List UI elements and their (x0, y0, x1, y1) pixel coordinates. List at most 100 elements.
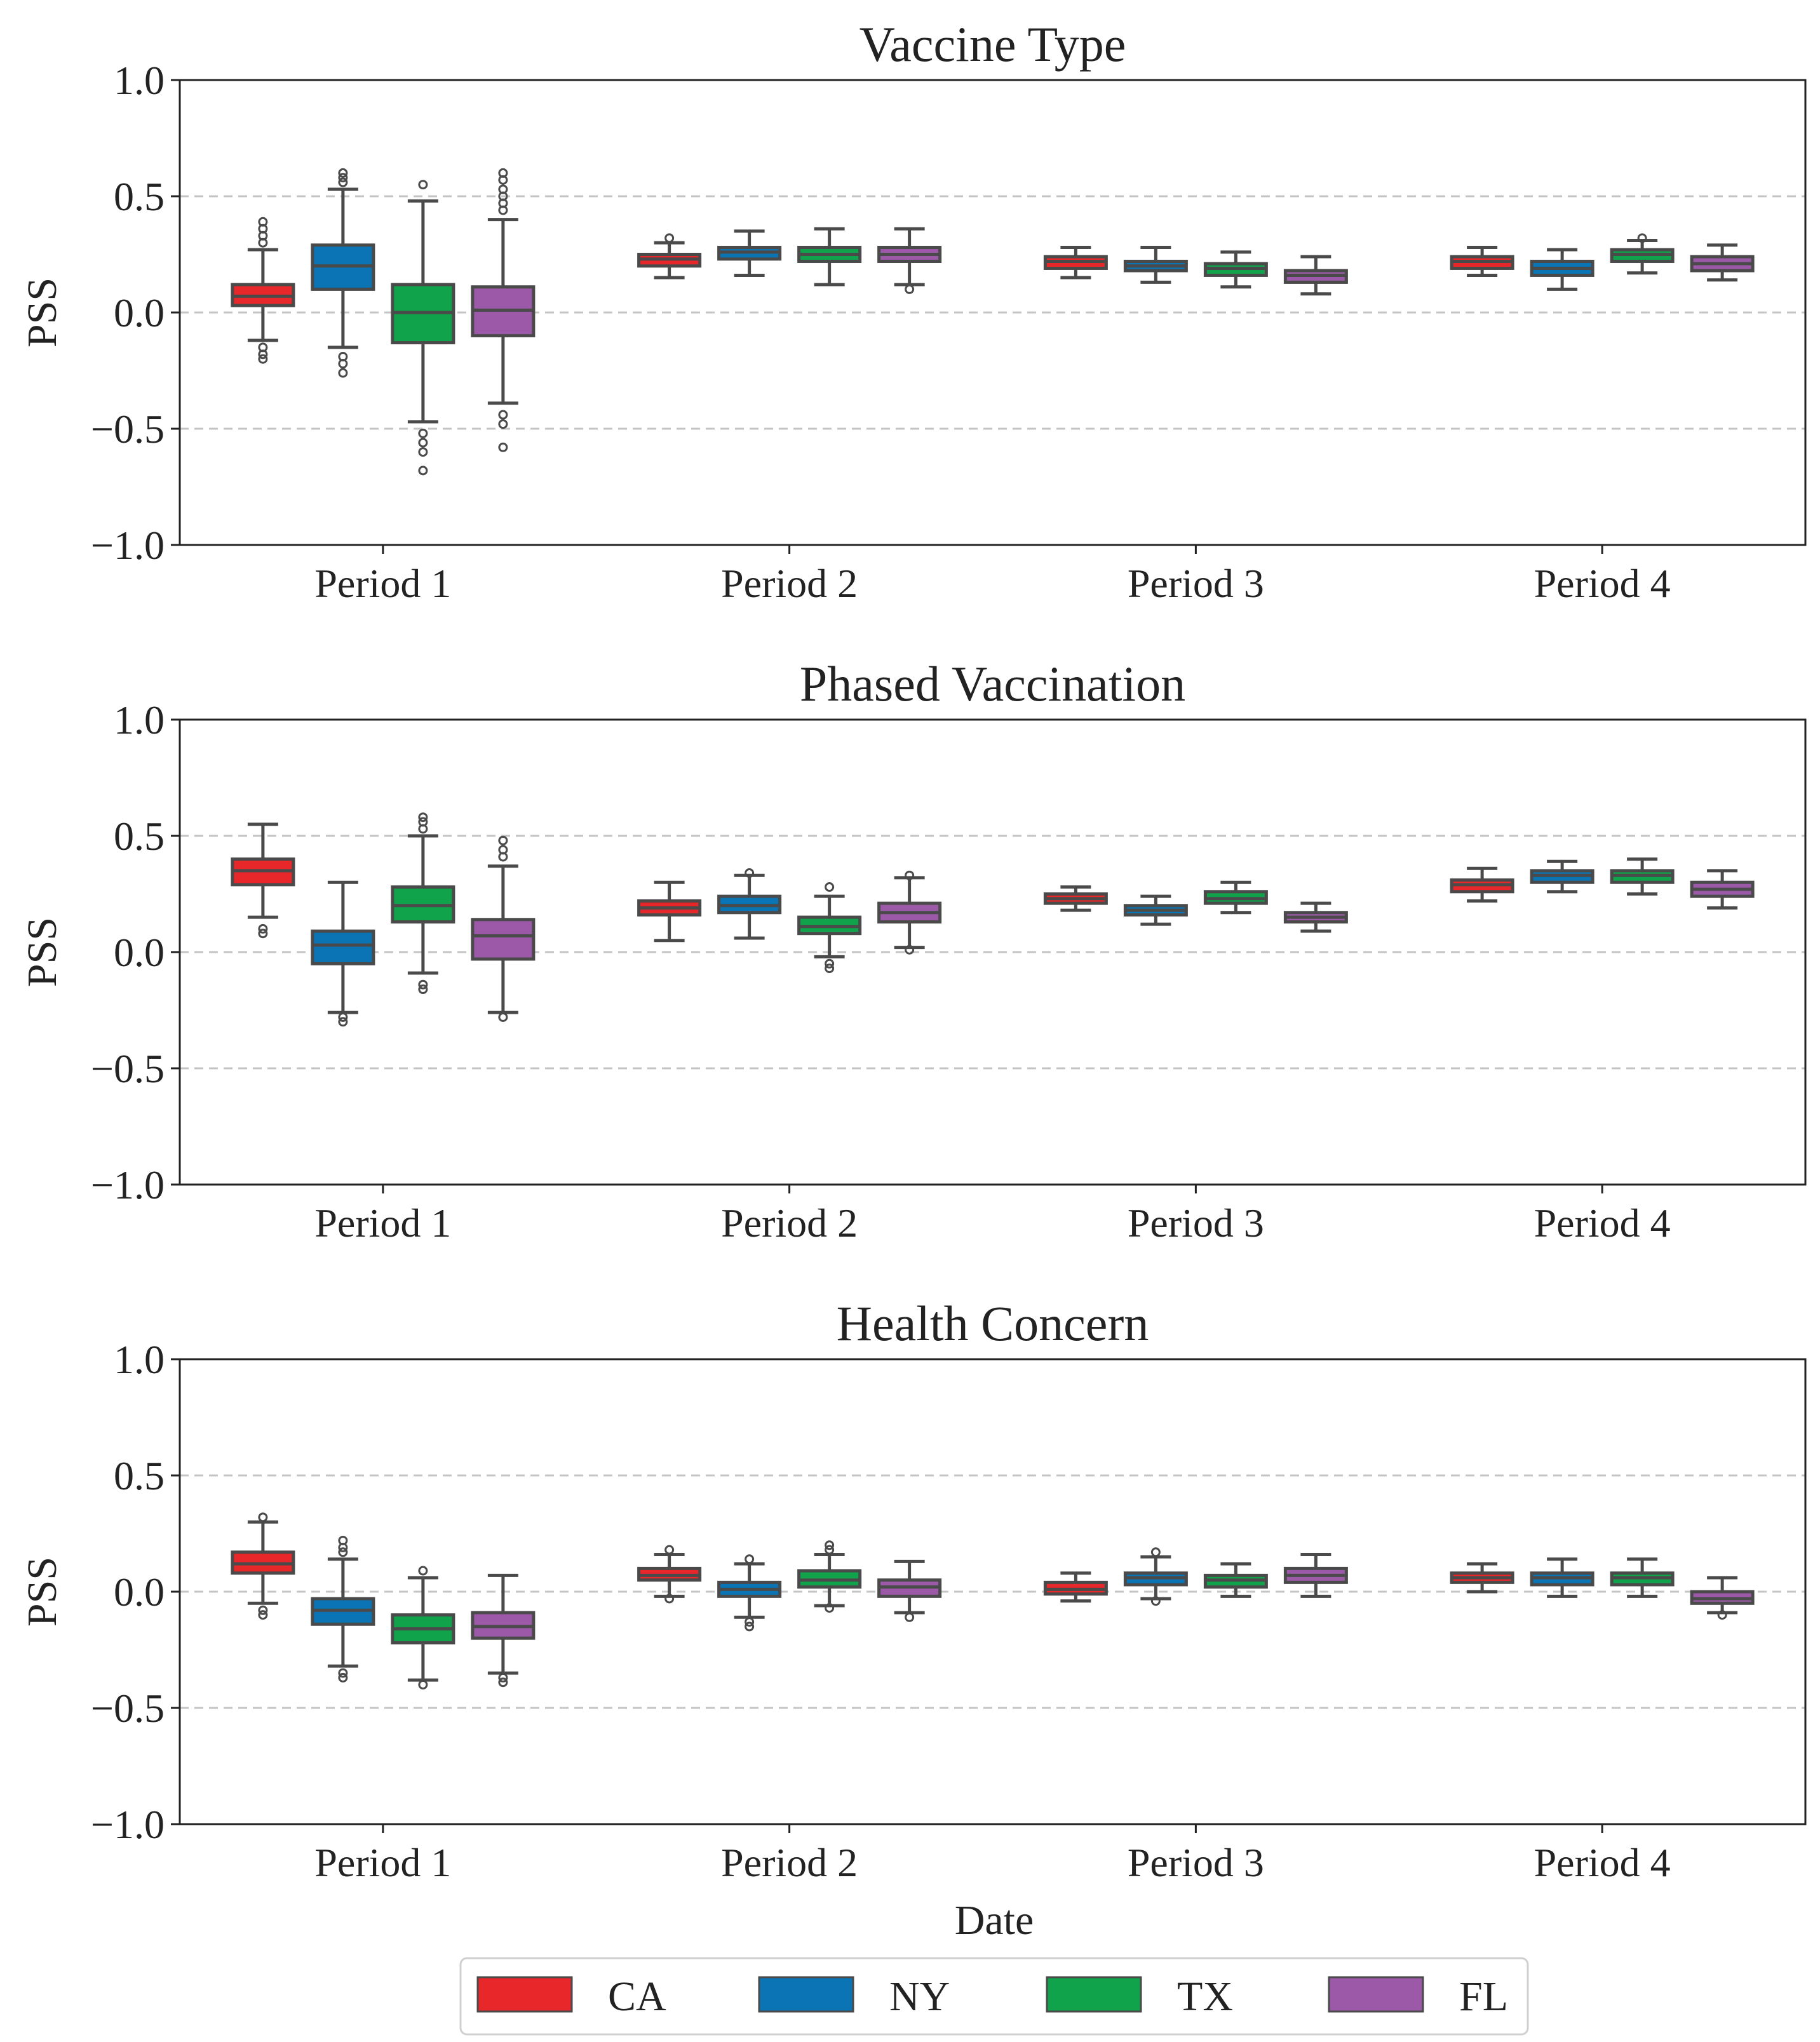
legend-swatch (758, 1976, 854, 2013)
legend-item-tx: TX (1046, 1973, 1233, 2020)
box-fl (1283, 255, 1348, 296)
box-tx (797, 1540, 862, 1613)
outlier-point (905, 1612, 915, 1622)
box-ny (717, 229, 782, 277)
legend-swatch (1046, 1976, 1142, 2013)
y-tick-label: −0.5 (91, 406, 165, 452)
box-ca (637, 233, 702, 279)
legend-label: TX (1177, 1973, 1233, 2020)
y-tick-label: −0.5 (91, 1046, 165, 1091)
y-axis-label: PSS (19, 917, 65, 987)
outlier-point (258, 924, 268, 934)
y-axis-label: PSS (19, 1557, 65, 1627)
plot-frame (179, 718, 1807, 1186)
box-ny (1530, 1557, 1594, 1598)
box-ny (1530, 859, 1594, 894)
x-tick-label: Period 4 (1534, 561, 1671, 606)
outlier-point (745, 868, 755, 878)
outlier-point (825, 1603, 835, 1613)
outlier-point (825, 964, 835, 974)
outlier-point (825, 1540, 835, 1550)
box-fl (1690, 869, 1755, 910)
outlier-point (664, 1594, 675, 1604)
panel-1: Vaccine Type 1.0 0.5 0.0 −0.5 −1.0 PSS Period 1… (19, 17, 1807, 606)
outlier-point (258, 354, 268, 364)
outlier-point (825, 882, 835, 892)
box-ny (717, 1554, 782, 1632)
legend-swatch (476, 1976, 573, 2013)
outlier-point (258, 929, 268, 939)
y-tick-label: 1.0 (114, 58, 165, 103)
legend-item-fl: FL (1328, 1973, 1508, 2020)
legend-item-ca: CA (476, 1973, 666, 2020)
box-body (471, 918, 536, 961)
box-ny (1123, 1547, 1188, 1606)
outlier-point (418, 466, 428, 476)
panel-2: Phased Vaccination 1.0 0.5 0.0 −0.5 −1.0 PSS Pe… (19, 656, 1807, 1246)
outlier-point (418, 1566, 428, 1576)
outlier-point (338, 173, 348, 183)
y-tick-label: 1.0 (114, 697, 165, 742)
outlier-point (418, 438, 428, 448)
outlier-point (825, 958, 835, 969)
outlier-point (418, 1679, 428, 1689)
outlier-point (338, 168, 348, 178)
y-tick-label: −1.0 (91, 1162, 165, 1207)
box-ny (311, 1535, 375, 1683)
y-tick-label: 0.0 (114, 290, 165, 335)
box-ny (1530, 248, 1594, 291)
outlier-point (905, 944, 915, 955)
panel-title: Vaccine Type (859, 17, 1126, 72)
box-fl (877, 870, 942, 955)
box-ca (637, 1545, 702, 1604)
outlier-point (338, 1672, 348, 1683)
outlier-point (498, 168, 508, 178)
outlier-point (905, 284, 915, 294)
box-ca (231, 217, 295, 364)
outlier-point (745, 1622, 755, 1632)
outlier-point (338, 1547, 348, 1557)
outlier-point (338, 177, 348, 187)
outlier-point (1150, 1547, 1161, 1557)
outlier-point (418, 979, 428, 990)
box-ca (1043, 246, 1108, 279)
box-tx (1203, 880, 1268, 915)
box-tx (797, 882, 862, 974)
outlier-point (498, 1672, 508, 1683)
box-tx (1610, 233, 1675, 275)
x-tick-label: Period 2 (721, 1840, 858, 1885)
panel-title: Phased Vaccination (800, 656, 1185, 711)
legend-label: CA (608, 1973, 666, 2020)
outlier-point (905, 870, 915, 880)
box-tx (391, 812, 455, 995)
outlier-point (498, 410, 508, 420)
outlier-point (258, 217, 268, 227)
box-ny (1123, 894, 1188, 926)
x-axis-label: Date (955, 1897, 1034, 1944)
x-tick-label: Period 1 (314, 561, 451, 606)
outlier-point (1717, 1610, 1727, 1620)
box-fl (1283, 1552, 1348, 1598)
outlier-point (1150, 1596, 1161, 1606)
box-ca (1450, 866, 1514, 903)
outlier-point (745, 1617, 755, 1627)
outlier-point (258, 1605, 268, 1615)
box-ny (717, 868, 782, 940)
box-fl (471, 168, 536, 452)
outlier-point (338, 1017, 348, 1027)
outlier-point (498, 1012, 508, 1022)
box-fl (1283, 901, 1348, 933)
box-fl (877, 227, 942, 294)
x-tick-label: Period 3 (1128, 1200, 1264, 1246)
x-tick-label: Period 2 (721, 561, 858, 606)
panel-3: Health Concern 1.0 0.5 0.0 −0.5 −1.0 PSS Period… (19, 1296, 1807, 1885)
x-tick-label: Period 1 (314, 1200, 451, 1246)
outlier-point (1637, 233, 1647, 243)
box-ny (311, 880, 375, 1027)
x-tick-label: Period 3 (1128, 561, 1264, 606)
panel-title: Health Concern (837, 1296, 1149, 1351)
box-ny (311, 168, 375, 378)
box-fl (877, 1559, 942, 1622)
outlier-point (418, 817, 428, 827)
